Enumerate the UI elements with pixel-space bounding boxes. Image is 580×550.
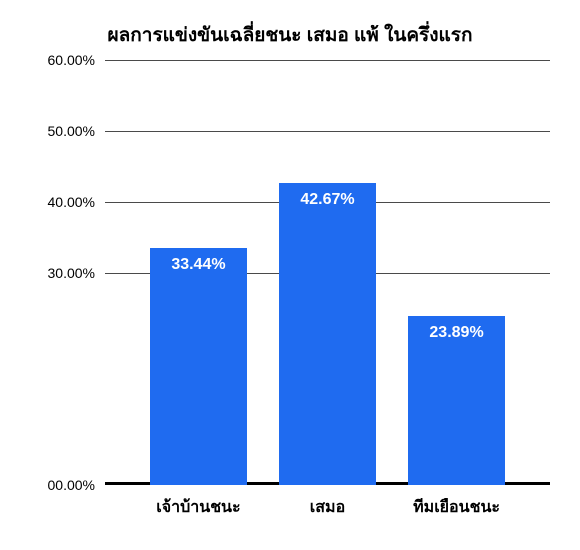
grid-line	[105, 60, 550, 61]
y-tick-label: 40.00%	[48, 194, 105, 210]
bar: 33.44%	[150, 248, 248, 485]
x-tick-label: ทีมเยือนชนะ	[413, 485, 500, 520]
plot-area: 00.00%30.00%40.00%50.00%60.00%33.44%เจ้า…	[105, 60, 550, 485]
x-tick-label: เสมอ	[310, 485, 345, 520]
bar-value-label: 23.89%	[408, 324, 506, 342]
y-tick-label: 30.00%	[48, 265, 105, 281]
bar: 23.89%	[408, 316, 506, 485]
y-tick-label: 50.00%	[48, 123, 105, 139]
x-tick-label: เจ้าบ้านชนะ	[156, 485, 240, 520]
grid-line	[105, 131, 550, 132]
bar: 42.67%	[279, 183, 377, 485]
bar-value-label: 33.44%	[150, 256, 248, 274]
chart-title: ผลการแข่งขันเฉลี่ยชนะ เสมอ แพ้ ในครึ่งแร…	[0, 20, 580, 50]
bar-value-label: 42.67%	[279, 191, 377, 209]
y-tick-label: 00.00%	[48, 477, 105, 493]
y-tick-label: 60.00%	[48, 52, 105, 68]
